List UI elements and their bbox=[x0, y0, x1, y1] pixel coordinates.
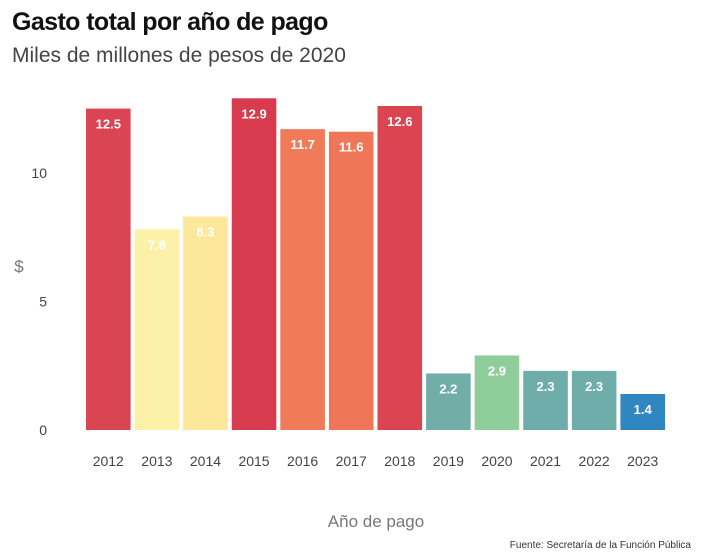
x-tick-label-2023: 2023 bbox=[627, 453, 658, 469]
bar-2021 bbox=[523, 370, 568, 430]
chart-subtitle: Miles de millones de pesos de 2020 bbox=[12, 44, 346, 67]
data-label-2016: 11.7 bbox=[290, 137, 315, 152]
bar-2020 bbox=[474, 355, 520, 430]
data-label-2022: 2.3 bbox=[585, 379, 603, 394]
x-tick-label-2012: 2012 bbox=[93, 453, 124, 469]
y-tick-label: 0 bbox=[39, 422, 47, 438]
data-label-2012: 12.5 bbox=[96, 117, 121, 132]
y-axis-title: $ bbox=[14, 257, 24, 276]
data-label-2019: 2.2 bbox=[439, 381, 457, 396]
x-tick-label-2017: 2017 bbox=[336, 453, 367, 469]
bar-2018 bbox=[377, 106, 423, 430]
data-label-2013: 7.8 bbox=[148, 237, 166, 252]
data-label-2018: 12.6 bbox=[387, 114, 412, 129]
x-tick-label-2020: 2020 bbox=[481, 453, 512, 469]
x-tick-label-2015: 2015 bbox=[238, 453, 269, 469]
bar-2013 bbox=[134, 229, 180, 430]
x-tick-label-2014: 2014 bbox=[190, 453, 221, 469]
data-label-2017: 11.6 bbox=[339, 140, 364, 155]
x-tick-label-2013: 2013 bbox=[141, 453, 172, 469]
x-tick-label-2021: 2021 bbox=[530, 453, 561, 469]
x-tick-label-2018: 2018 bbox=[384, 453, 415, 469]
bar-2016 bbox=[280, 129, 325, 430]
data-label-2015: 12.9 bbox=[241, 106, 266, 121]
x-tick-label-2022: 2022 bbox=[579, 453, 610, 469]
bar-2022 bbox=[571, 370, 617, 430]
bar-2019 bbox=[426, 373, 471, 430]
data-label-2014: 8.3 bbox=[196, 225, 214, 240]
x-axis-title: Año de pago bbox=[328, 512, 424, 531]
source-note: Fuente: Secretaría de la Función Pública bbox=[509, 540, 691, 551]
x-tick-label-2016: 2016 bbox=[287, 453, 318, 469]
bar-2023 bbox=[620, 394, 665, 430]
bar-2015 bbox=[231, 98, 277, 431]
data-label-2020: 2.9 bbox=[488, 363, 506, 378]
y-tick-label: 5 bbox=[39, 293, 47, 309]
chart-title: Gasto total por año de pago bbox=[12, 8, 328, 36]
bar-2017 bbox=[328, 131, 374, 430]
y-tick-label: 10 bbox=[31, 165, 47, 181]
x-tick-label-2019: 2019 bbox=[433, 453, 464, 469]
bar-2014 bbox=[183, 216, 228, 430]
bar-2012 bbox=[86, 108, 131, 431]
data-label-2023: 1.4 bbox=[634, 402, 653, 417]
data-label-2021: 2.3 bbox=[537, 379, 555, 394]
